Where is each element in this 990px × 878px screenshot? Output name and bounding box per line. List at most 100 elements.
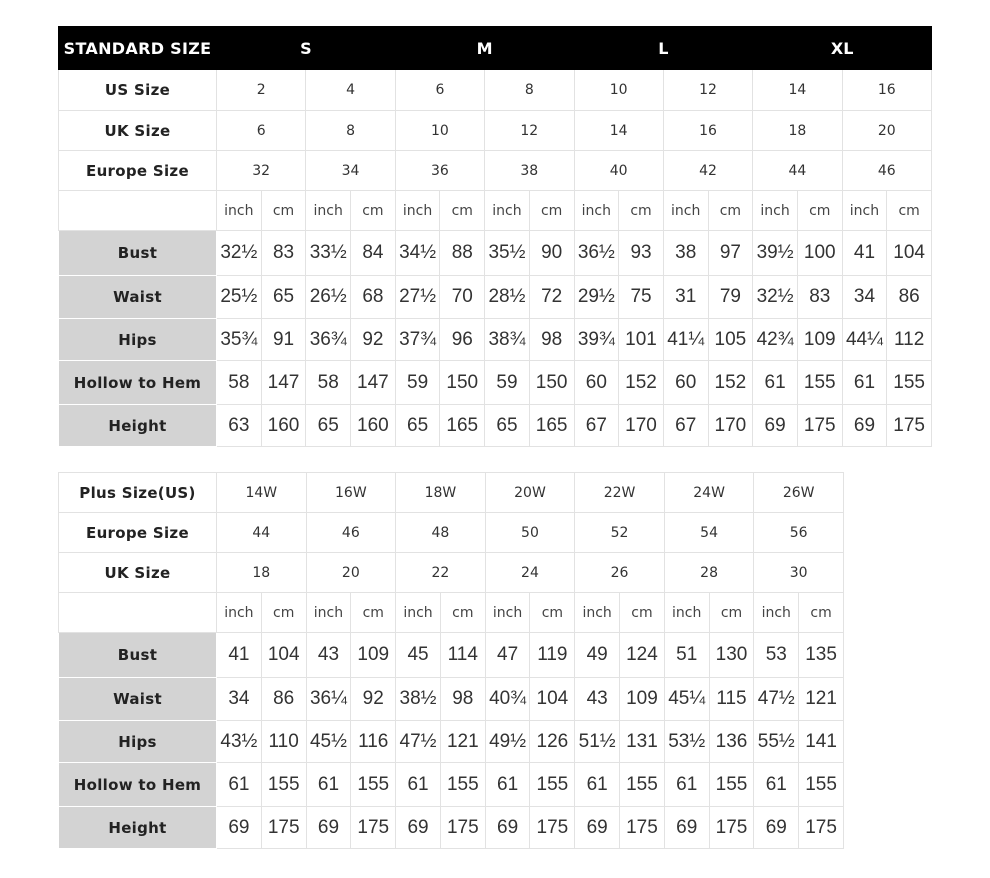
measurement-value: 61 bbox=[305, 762, 352, 807]
measurement-value: 43 bbox=[574, 677, 621, 721]
unit-label: cm bbox=[798, 592, 844, 633]
measurement-value: 59 bbox=[394, 360, 441, 405]
measurement-value: 49 bbox=[574, 632, 621, 678]
measurement-value: 65 bbox=[394, 404, 441, 447]
standard-size-table: STANDARD SIZE S M L XL US Size 2 4 6 8 10 12 14 16 UK … bbox=[58, 26, 933, 447]
measurement-value: 69 bbox=[216, 806, 262, 849]
measurement-value: 68 bbox=[350, 275, 396, 319]
table-row: Bust 41 104 43 109 45 114 47 119 49 124 51 130 53 135 bbox=[58, 632, 844, 678]
measurement-value: 155 bbox=[350, 762, 397, 807]
measurement-value: 115 bbox=[708, 677, 755, 721]
measurement-value: 60 bbox=[662, 360, 709, 405]
measurement-value: 35½ bbox=[484, 230, 530, 276]
measurement-value: 28½ bbox=[484, 275, 530, 319]
measurement-value: 32½ bbox=[216, 230, 262, 276]
unit-label: cm bbox=[708, 592, 755, 633]
measurement-value: 59 bbox=[484, 360, 530, 405]
measurement-value: 155 bbox=[796, 360, 843, 405]
unit-label: inch bbox=[662, 190, 709, 231]
measurement-value: 45½ bbox=[305, 720, 352, 763]
table-row: Height 63 160 65 160 65 165 65 165 67 170 67 170 69 17… bbox=[58, 404, 932, 447]
measurement-value: 43½ bbox=[216, 720, 262, 763]
unit-label: inch bbox=[395, 592, 441, 633]
measurement-value: 135 bbox=[798, 632, 844, 678]
measurement-value: 175 bbox=[439, 806, 486, 849]
measurement-value: 69 bbox=[752, 404, 798, 447]
measurement-value: 44¼ bbox=[841, 318, 888, 361]
measurement-value: 43 bbox=[305, 632, 352, 678]
measurement-value: 170 bbox=[618, 404, 664, 447]
measurement-value: 175 bbox=[529, 806, 576, 849]
measurement-value: 35¾ bbox=[216, 318, 262, 361]
measurement-value: 155 bbox=[708, 762, 755, 807]
measurement-value: 104 bbox=[260, 632, 307, 678]
measurement-value: 160 bbox=[260, 404, 307, 447]
size-value: 46 bbox=[841, 150, 933, 191]
size-value: 14 bbox=[752, 69, 843, 111]
measurement-value: 45 bbox=[395, 632, 441, 678]
measurement-value: 61 bbox=[216, 762, 262, 807]
measurement-value: 92 bbox=[350, 318, 396, 361]
size-group-s: S bbox=[216, 26, 396, 70]
measurement-value: 121 bbox=[439, 720, 486, 763]
measurement-value: 69 bbox=[484, 806, 531, 849]
table-row: inch cm inch cm inch cm inch cm inch cm inch cm inch… bbox=[58, 592, 844, 633]
measurement-value: 39¾ bbox=[573, 318, 620, 361]
unit-label: cm bbox=[619, 592, 665, 633]
measurement-label: Waist bbox=[58, 275, 217, 319]
measurement-value: 55½ bbox=[753, 720, 800, 763]
measurement-label: Hollow to Hem bbox=[58, 360, 217, 405]
measurement-value: 112 bbox=[886, 318, 932, 361]
measurement-value: 165 bbox=[528, 404, 575, 447]
table-row: Europe Size 32 34 36 38 40 42 44 46 bbox=[58, 150, 933, 191]
measurement-value: 175 bbox=[619, 806, 665, 849]
measurement-value: 29½ bbox=[573, 275, 620, 319]
size-value: 18 bbox=[752, 110, 843, 151]
measurement-value: 47½ bbox=[753, 677, 800, 721]
measurement-value: 58 bbox=[216, 360, 262, 405]
size-value: 40 bbox=[573, 150, 664, 191]
measurement-value: 61 bbox=[663, 762, 710, 807]
unit-label: inch bbox=[394, 190, 441, 231]
size-value: 16W bbox=[305, 472, 397, 513]
measurement-value: 121 bbox=[798, 677, 844, 721]
measurement-value: 69 bbox=[395, 806, 441, 849]
measurement-value: 160 bbox=[350, 404, 396, 447]
measurement-value: 165 bbox=[439, 404, 486, 447]
unit-label: cm bbox=[707, 190, 754, 231]
measurement-value: 36¼ bbox=[305, 677, 352, 721]
measurement-value: 86 bbox=[260, 677, 307, 721]
measurement-label: Waist bbox=[58, 677, 217, 721]
measurement-value: 75 bbox=[618, 275, 664, 319]
measurement-value: 61 bbox=[752, 360, 798, 405]
measurement-value: 69 bbox=[574, 806, 621, 849]
size-value: 14W bbox=[216, 472, 307, 513]
size-value: 24W bbox=[663, 472, 755, 513]
measurement-value: 101 bbox=[618, 318, 664, 361]
measurement-value: 31 bbox=[662, 275, 709, 319]
unit-label: cm bbox=[528, 190, 575, 231]
measurement-value: 61 bbox=[753, 762, 800, 807]
size-value: 8 bbox=[484, 69, 575, 111]
measurement-value: 41 bbox=[841, 230, 888, 276]
measurement-value: 83 bbox=[796, 275, 843, 319]
measurement-value: 88 bbox=[439, 230, 486, 276]
table-row: inch cm inch cm inch cm inch cm inch cm inch cm inch… bbox=[58, 190, 932, 231]
measurement-value: 90 bbox=[528, 230, 575, 276]
measurement-value: 69 bbox=[841, 404, 888, 447]
measurement-value: 147 bbox=[260, 360, 307, 405]
size-value: 42 bbox=[662, 150, 754, 191]
measurement-value: 39½ bbox=[752, 230, 798, 276]
unit-label: inch bbox=[573, 190, 620, 231]
measurement-value: 61 bbox=[395, 762, 441, 807]
measurement-value: 34½ bbox=[394, 230, 441, 276]
size-value: 44 bbox=[752, 150, 843, 191]
unit-label: inch bbox=[663, 592, 710, 633]
measurement-value: 96 bbox=[439, 318, 486, 361]
size-value: 20W bbox=[484, 472, 576, 513]
measurement-value: 97 bbox=[707, 230, 754, 276]
measurement-value: 116 bbox=[350, 720, 397, 763]
unit-label: inch bbox=[216, 190, 262, 231]
size-value: 16 bbox=[841, 69, 933, 111]
table-row: UK Size 6 8 10 12 14 16 18 20 bbox=[58, 110, 933, 151]
